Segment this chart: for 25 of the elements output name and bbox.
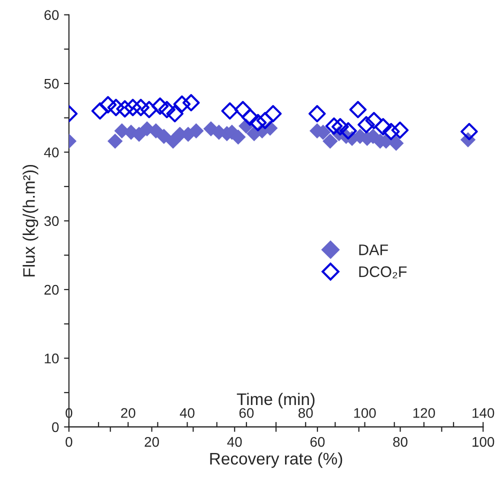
y-tick-label: 0 [52,422,59,432]
x2-tick-label: 40 [180,408,194,418]
y-tick-label: 10 [44,354,59,364]
x2-tick-label: 120 [413,408,435,418]
y-tick-label: 50 [44,78,59,89]
y-tick-label: 40 [44,147,59,158]
y-tick-label: 60 [44,10,59,20]
x-tick-label: 0 [66,437,72,447]
x2-tick-label: 140 [472,408,494,418]
y-axis-title: Flux (kg/(h.m²)) [22,164,38,276]
x2-tick-label: 80 [298,408,313,418]
x2-tick-label: 60 [239,408,254,418]
x-tick-label: 40 [227,437,242,447]
x-tick-label: 80 [393,437,408,447]
legend-label: DCO₂F [359,266,407,278]
x-tick-label: 100 [472,437,494,447]
x-tick-label: 60 [310,437,325,447]
x2-tick-label: 20 [121,408,136,418]
legend-label: DAF [359,244,388,256]
y-tick-label: 30 [44,216,59,226]
x-axis-title: Recovery rate (%) [210,452,342,468]
y-tick-label: 20 [44,284,59,295]
x2-axis-title: Time (min) [236,392,314,408]
x-tick-label: 20 [144,437,159,447]
x2-tick-label: 100 [354,408,376,418]
